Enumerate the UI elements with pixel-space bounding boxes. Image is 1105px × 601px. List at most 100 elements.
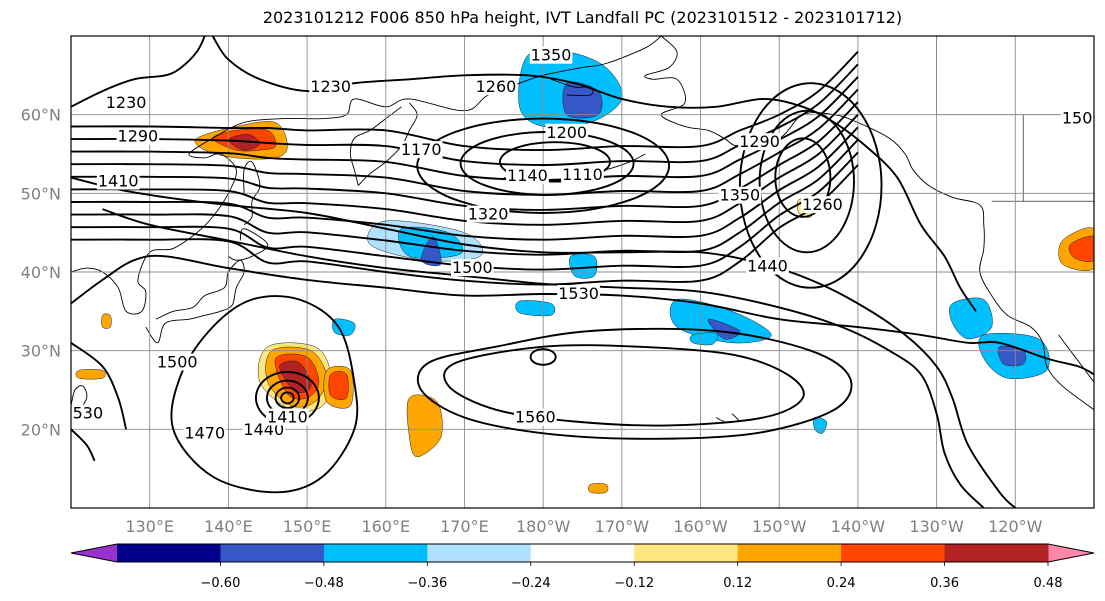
lat-label: 30°N [21, 342, 61, 361]
colorbar-tick-label: −0.36 [407, 576, 447, 591]
contour-label-bg [529, 46, 573, 64]
contour-label-bg [801, 196, 844, 214]
lon-label: 180°W [516, 517, 571, 536]
contour-label: 1470 [184, 423, 225, 442]
contour-ring-1 [459, 131, 635, 196]
ivt-region-25 [515, 300, 556, 317]
contour-label-bg [155, 353, 199, 371]
lon-label: 170°E [440, 517, 489, 536]
ivt-region-9 [406, 394, 443, 458]
contour-ring-7 [416, 327, 853, 440]
contour-label-bg [96, 172, 140, 190]
ivt-region-26 [588, 483, 609, 494]
coastline-7 [644, 36, 1094, 411]
colorbar-outline [70, 543, 1095, 563]
lat-label: 20°N [21, 420, 61, 439]
coastline-13 [716, 417, 725, 422]
colorbar-extend-low [71, 544, 117, 562]
contour-label: 1320 [468, 205, 509, 224]
colorbar-tick-label: 0.36 [930, 576, 959, 591]
contour-label-bg [545, 123, 589, 141]
colorbar-extend-high [1048, 544, 1094, 562]
contour-line-8 [71, 151, 859, 271]
contour-label: 1290 [739, 132, 780, 151]
colorbar-segment-3 [323, 544, 428, 562]
contour-line-13 [102, 208, 985, 508]
ivt-region-15 [669, 298, 772, 344]
map-title: 2023101212 F006 850 hPa height, IVT Land… [262, 8, 903, 27]
contour-label: 1530 [62, 404, 103, 423]
contour-label-bg [718, 186, 762, 204]
ivt-region-23 [569, 253, 598, 279]
lon-label: 130°E [125, 517, 174, 536]
colorbar-tick-label: 0.12 [723, 576, 752, 591]
contour-label: 1260 [802, 195, 843, 214]
contour-label: 1140 [507, 166, 548, 185]
ivt-region-28 [75, 369, 106, 380]
contour-label-bg [266, 408, 309, 426]
contour-label-bg [746, 257, 789, 275]
map-frame [70, 35, 1095, 509]
colorbar: −0.60 −0.48 −0.36 −0.24 −0.12 0.12 0.24 0.36 0.4… [70, 543, 1095, 591]
contour-line-12 [71, 176, 1016, 508]
colorbar-tick-label: −0.48 [304, 576, 344, 591]
colorbar-segment-6 [634, 544, 739, 562]
contour-label-bg [450, 259, 494, 277]
ivt-region-6 [279, 360, 312, 394]
contour-ring-12 [280, 391, 295, 405]
contour-line-15 [71, 428, 96, 462]
contour-label: 1530 [558, 284, 599, 303]
colorbar-segment-9 [944, 544, 1049, 562]
colorbar-tick-label: −0.24 [511, 576, 551, 591]
contour-label-bg [474, 78, 518, 96]
contour-label-bg [399, 141, 443, 159]
colorbar-segment-8 [841, 544, 946, 562]
lon-label: 150°E [283, 517, 332, 536]
contour-label: 1350 [531, 46, 572, 65]
contour-label-bg [183, 424, 227, 442]
contour-label-bg [557, 285, 600, 303]
lon-label: 160°E [361, 517, 410, 536]
ivt-region-24 [332, 318, 356, 336]
lon-label: 150°W [752, 517, 807, 536]
coastline-8 [1058, 334, 1094, 383]
ivt-shading-layer [75, 49, 1094, 494]
lon-label: 140°W [831, 517, 886, 536]
contour-label: 1230 [310, 77, 351, 96]
contour-line-7 [71, 139, 859, 256]
contour-label: 1230 [106, 93, 147, 112]
colorbar-tick-label: −0.12 [614, 576, 654, 591]
ivt-region-27 [101, 313, 112, 329]
contour-label-bg [1060, 109, 1094, 127]
contour-line-10 [71, 36, 206, 108]
contour-line-0 [71, 51, 859, 152]
contour-label: 1500 [157, 352, 198, 371]
ivt-region-8 [328, 371, 349, 400]
ivt-region-30 [689, 332, 718, 346]
contour-label: 1170 [401, 140, 442, 159]
coastline-3 [145, 259, 245, 344]
lon-label: 140°E [204, 517, 253, 536]
contour-label: 1410 [267, 408, 308, 427]
contour-ring-6 [443, 344, 805, 427]
longitude-labels: 130°E 140°E 150°E 160°E 170°E 180°W 170°W 160°W… [125, 517, 1042, 536]
contour-label-bg [116, 127, 160, 145]
contour-label: 1560 [515, 408, 556, 427]
contour-line-1 [71, 63, 859, 166]
contour-label-bg [506, 167, 549, 185]
contour-ring-13 [529, 348, 557, 366]
contour-line-6 [71, 126, 859, 241]
colorbar-tick-label: 0.24 [827, 576, 856, 591]
lon-label: 160°W [673, 517, 728, 536]
contour-label: 1110 [562, 165, 603, 184]
lon-label: 130°W [909, 517, 964, 536]
lat-label: 60°N [21, 106, 61, 125]
contour-labels: 1350 1230 1230 1260 1290 1200 1170 1140 1110 1410… [62, 46, 1094, 442]
colorbar-tick-label: −0.60 [201, 576, 241, 591]
contour-line-14 [71, 254, 1094, 376]
contour-label-bg [738, 133, 781, 151]
contour-ring-4 [758, 109, 855, 254]
contour-label-bg [561, 166, 604, 184]
lat-label: 40°N [21, 263, 61, 282]
